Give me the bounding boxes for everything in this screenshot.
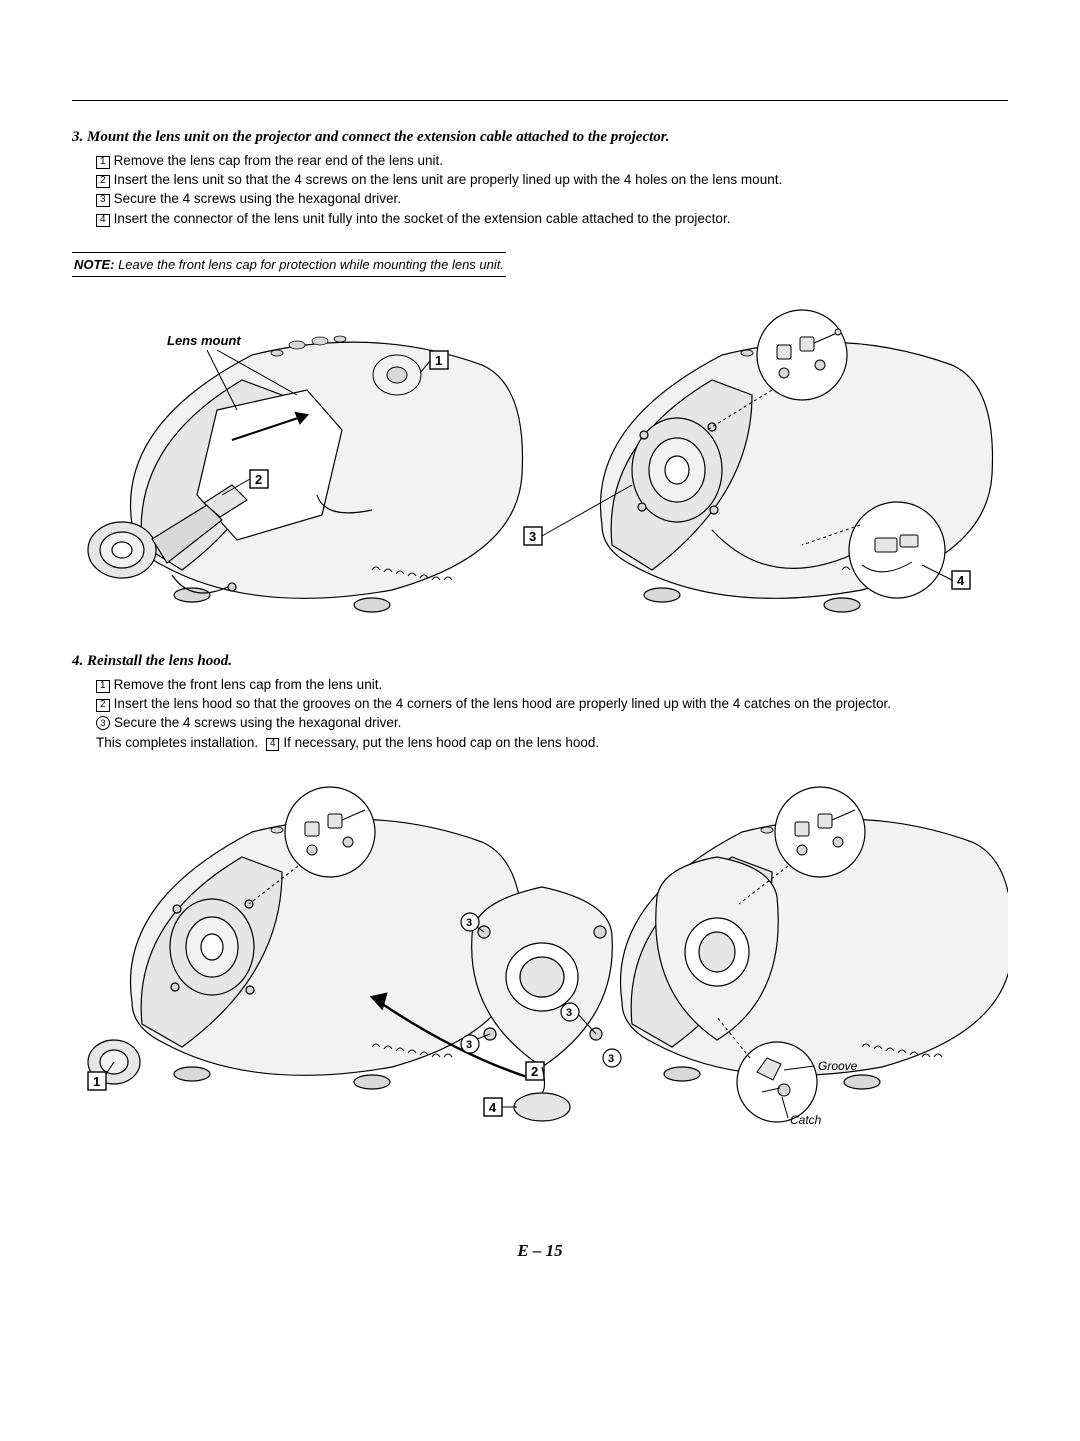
step4-text-1: Remove the front lens cap from the lens … bbox=[114, 677, 383, 692]
step3-substeps: 1 Remove the lens cap from the rear end o… bbox=[96, 152, 1008, 228]
step3-text-2: Insert the lens unit so that the 4 screw… bbox=[114, 172, 783, 187]
figure-step3: Lens mount 1 bbox=[72, 295, 1008, 625]
step3-text-4: Insert the connector of the lens unit fu… bbox=[114, 211, 731, 226]
step4-text-2: Insert the lens hood so that the grooves… bbox=[114, 696, 892, 711]
note-text: Leave the front lens cap for protection … bbox=[118, 257, 504, 272]
fig4-c3-c: 3 bbox=[566, 1007, 572, 1019]
step4-num-4: 4 bbox=[266, 738, 280, 751]
step4-num-3: 3 bbox=[96, 716, 110, 730]
figure4-svg: 1 bbox=[72, 762, 1008, 1142]
step3-num-3: 3 bbox=[96, 194, 110, 207]
step3-heading: 3. Mount the lens unit on the projector … bbox=[72, 129, 1008, 146]
manual-page: 3. Mount the lens unit on the projector … bbox=[0, 0, 1080, 1441]
page-footer: E – 15 bbox=[0, 1241, 1080, 1261]
top-rule bbox=[72, 100, 1008, 101]
note-block: NOTE: Leave the front lens cap for prote… bbox=[72, 252, 506, 277]
fig3-callout-2: 2 bbox=[255, 472, 262, 487]
step4-item-4: This completes installation. 4If necessa… bbox=[96, 734, 1008, 752]
step4-heading: 4. Reinstall the lens hood. bbox=[72, 653, 1008, 670]
figure-step4: 1 bbox=[72, 762, 1008, 1142]
fig4-callout-4: 4 bbox=[489, 1100, 497, 1115]
step4-text-3: Secure the 4 screws using the hexagonal … bbox=[114, 715, 401, 730]
fig4-c3-a: 3 bbox=[466, 917, 472, 929]
fig3-callout-4: 4 bbox=[957, 573, 965, 588]
step4-item-3: 3 Secure the 4 screws using the hexagonal… bbox=[96, 714, 1008, 732]
catch-label: Catch bbox=[790, 1113, 822, 1127]
step4-item-1mask: 1 Remove the front lens cap from the lens… bbox=[96, 676, 1008, 694]
step4-item-2: 2 Insert the lens hood so that the groove… bbox=[96, 695, 1008, 713]
step3-item-1: 1 Remove the lens cap from the rear end o… bbox=[96, 152, 1008, 170]
step4-trailing-prefix: This completes installation. bbox=[96, 735, 258, 750]
step3-item-2: 2 Insert the lens unit so that the 4 scre… bbox=[96, 171, 1008, 189]
groove-label: Groove bbox=[818, 1059, 858, 1073]
step3-num-4: 4 bbox=[96, 214, 110, 227]
lens-mount-label: Lens mount bbox=[167, 333, 241, 348]
step4-num-2: 2 bbox=[96, 699, 110, 712]
step3-num-2: 2 bbox=[96, 175, 110, 188]
step3-text-1: Remove the lens cap from the rear end of… bbox=[114, 153, 443, 168]
step3-num-1: 1 bbox=[96, 156, 110, 169]
step3-item-3: 3 Secure the 4 screws using the hexagonal… bbox=[96, 190, 1008, 208]
step3-item-4: 4 Insert the connector of the lens unit f… bbox=[96, 210, 1008, 228]
fig3-callout-3: 3 bbox=[529, 529, 536, 544]
fig4-c3-d: 3 bbox=[608, 1053, 614, 1065]
note-label: NOTE: bbox=[74, 257, 114, 272]
fig4-c3-b: 3 bbox=[466, 1039, 472, 1051]
step4-num-1: 1 bbox=[96, 680, 110, 693]
step4-trailing-suffix: If necessary, put the lens hood cap on t… bbox=[283, 735, 599, 750]
fig4-callout-2: 2 bbox=[531, 1064, 538, 1079]
fig4-callout-1: 1 bbox=[93, 1074, 100, 1089]
fig3-callout-1: 1 bbox=[435, 353, 442, 368]
step3-text-3: Secure the 4 screws using the hexagonal … bbox=[114, 191, 401, 206]
figure3-svg: Lens mount 1 bbox=[72, 295, 1008, 625]
step4-substeps: 1 Remove the front lens cap from the lens… bbox=[96, 676, 1008, 752]
